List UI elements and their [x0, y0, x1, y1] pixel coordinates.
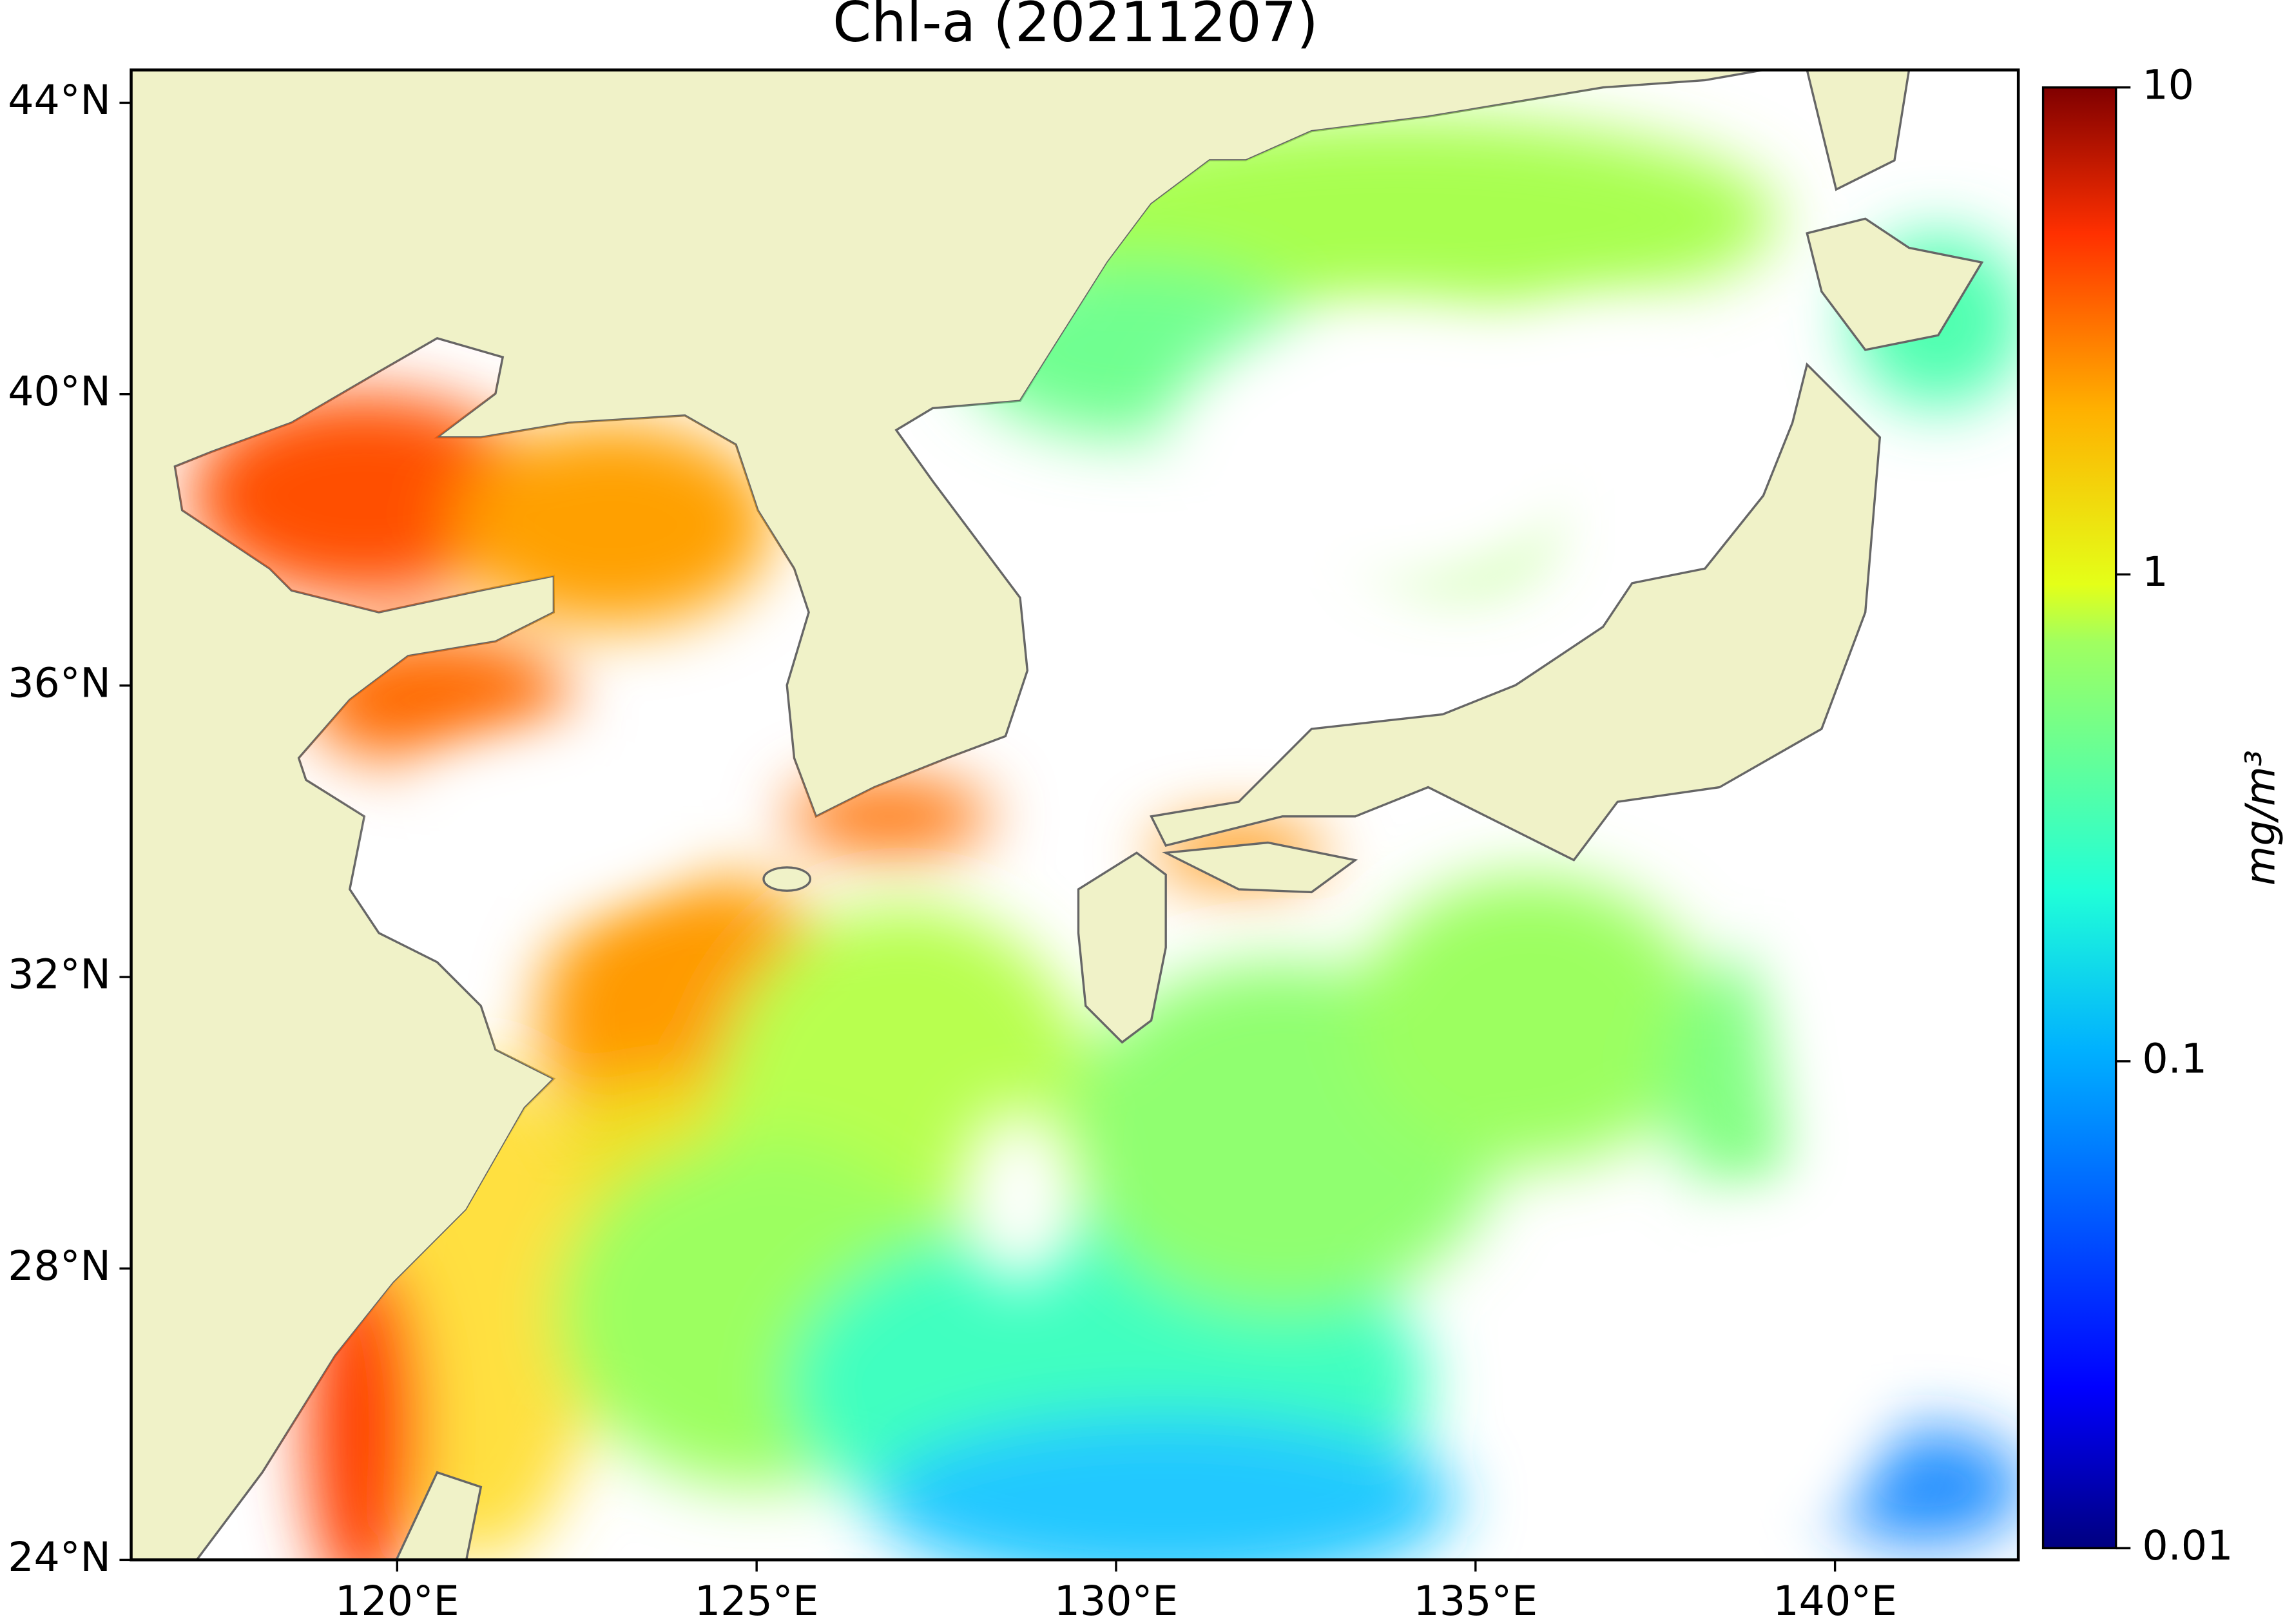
colorbar-tick-label: 1: [2142, 548, 2168, 595]
y-tick-label: 40°N: [8, 367, 111, 415]
x-tick-label: 130°E: [1054, 1577, 1179, 1624]
chlorophyll-field: [189, 116, 2019, 1560]
y-tick-label: 36°N: [8, 659, 111, 706]
x-tick-label: 120°E: [335, 1577, 459, 1624]
colorbar-tick-label: 10: [2142, 61, 2194, 108]
x-tick-label: 125°E: [695, 1577, 819, 1624]
colorbar-tick-label: 0.1: [2142, 1034, 2207, 1082]
y-tick-label: 24°N: [8, 1533, 111, 1581]
map-frame: [130, 68, 2020, 1561]
colorbar-label: mg/m³: [2237, 750, 2284, 885]
y-tick-label: 32°N: [8, 951, 111, 998]
x-tick-label: 135°E: [1414, 1577, 1538, 1624]
x-tick-label: 140°E: [1773, 1577, 1897, 1624]
y-tick-label: 44°N: [8, 76, 111, 124]
colorbar: [2041, 86, 2117, 1550]
chart-title: Chl-a (20211207): [833, 0, 1318, 55]
y-tick-label: 28°N: [8, 1242, 111, 1290]
islands: [394, 68, 1984, 1561]
colorbar-tick-label: 0.01: [2142, 1522, 2233, 1569]
